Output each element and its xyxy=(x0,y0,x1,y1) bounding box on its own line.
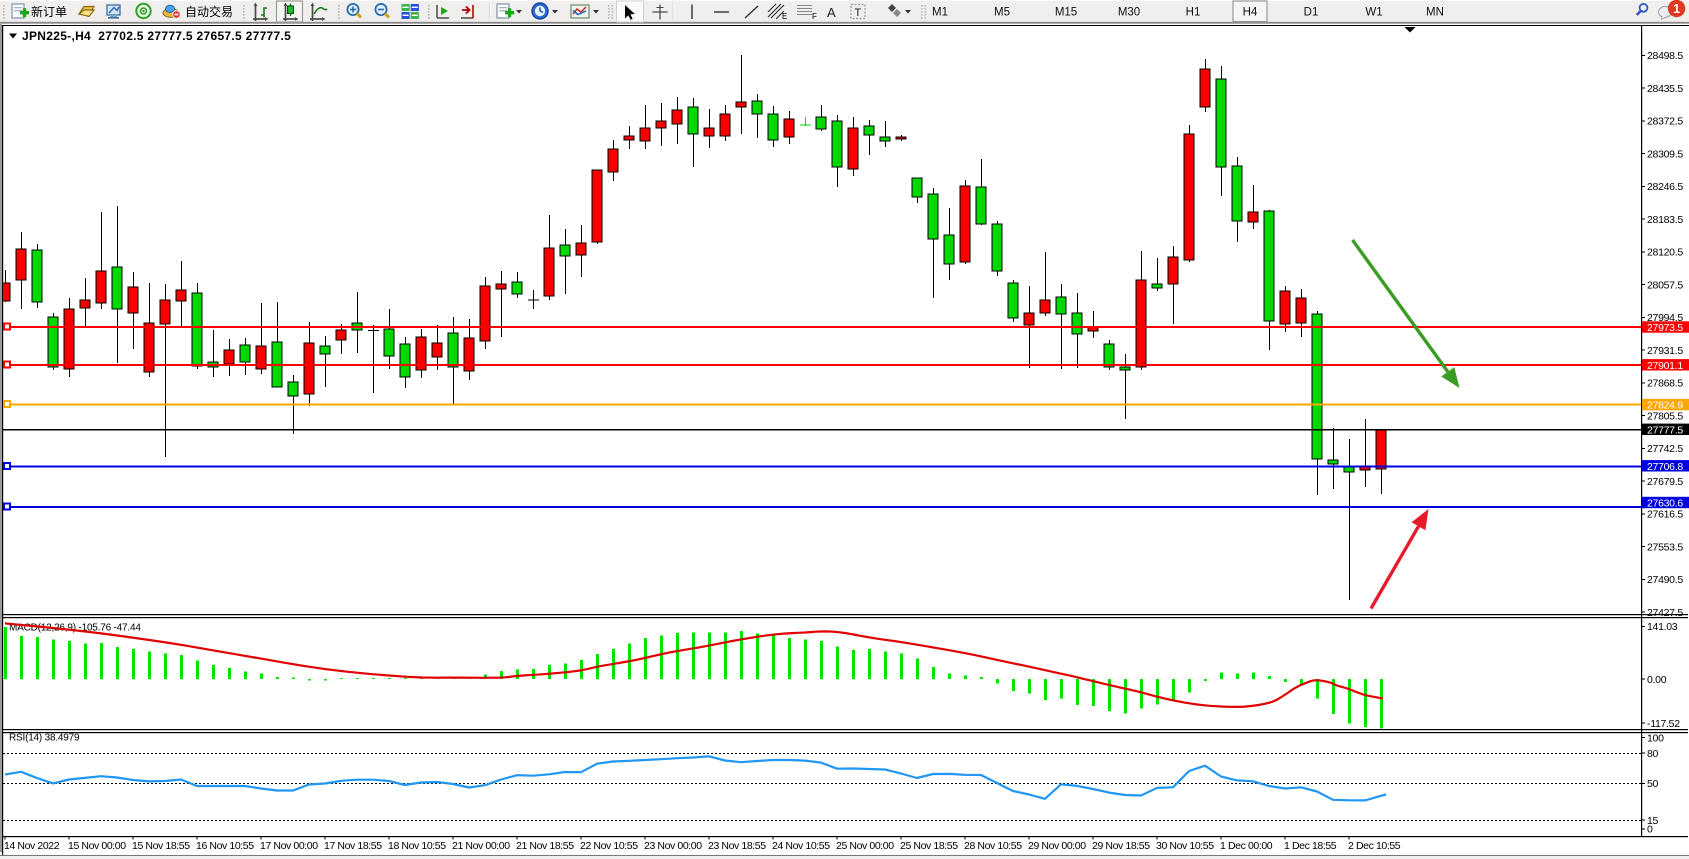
svg-text:29 Nov 18:55: 29 Nov 18:55 xyxy=(1092,840,1150,852)
svg-text:18 Nov 10:55: 18 Nov 10:55 xyxy=(388,840,446,852)
svg-text:16 Nov 10:55: 16 Nov 10:55 xyxy=(196,840,254,852)
svg-text:27973.5: 27973.5 xyxy=(1647,322,1683,334)
svg-text:2 Dec 10:55: 2 Dec 10:55 xyxy=(1348,840,1401,852)
svg-text:M15: M15 xyxy=(1055,7,1077,19)
svg-text:27553.5: 27553.5 xyxy=(1647,541,1683,553)
svg-text:23 Nov 18:55: 23 Nov 18:55 xyxy=(708,840,766,852)
svg-text:28120.5: 28120.5 xyxy=(1647,247,1683,259)
svg-text:MN: MN xyxy=(1426,7,1444,19)
svg-text:27931.5: 27931.5 xyxy=(1647,345,1683,357)
svg-text:27679.5: 27679.5 xyxy=(1647,476,1683,488)
svg-text:29 Nov 00:00: 29 Nov 00:00 xyxy=(1028,840,1086,852)
svg-text:1 Dec 00:00: 1 Dec 00:00 xyxy=(1220,840,1273,852)
svg-text:28498.5: 28498.5 xyxy=(1647,50,1683,62)
svg-text:27616.5: 27616.5 xyxy=(1647,509,1683,521)
svg-text:25 Nov 18:55: 25 Nov 18:55 xyxy=(900,840,958,852)
svg-text:W1: W1 xyxy=(1365,7,1382,19)
svg-text:141.03: 141.03 xyxy=(1647,621,1678,633)
svg-text:自动交易: 自动交易 xyxy=(185,4,233,19)
svg-text:28309.5: 28309.5 xyxy=(1647,149,1683,161)
svg-text:22 Nov 10:55: 22 Nov 10:55 xyxy=(580,840,638,852)
svg-text:28 Nov 10:55: 28 Nov 10:55 xyxy=(964,840,1022,852)
svg-text:27994.5: 27994.5 xyxy=(1647,312,1683,324)
svg-text:RSI(14) 38.4979: RSI(14) 38.4979 xyxy=(9,733,80,744)
svg-text:MACD(12,26,9) -105.76 -47.44: MACD(12,26,9) -105.76 -47.44 xyxy=(9,623,141,634)
svg-text:23 Nov 00:00: 23 Nov 00:00 xyxy=(644,840,702,852)
svg-text:27630.6: 27630.6 xyxy=(1647,498,1683,510)
svg-text:50: 50 xyxy=(1647,778,1659,790)
svg-text:28435.5: 28435.5 xyxy=(1647,83,1683,95)
svg-text:28372.5: 28372.5 xyxy=(1647,116,1683,128)
svg-text:27824.9: 27824.9 xyxy=(1647,400,1683,412)
svg-text:-117.52: -117.52 xyxy=(1647,718,1680,730)
svg-text:E: E xyxy=(782,12,787,21)
svg-text:27805.5: 27805.5 xyxy=(1647,410,1683,422)
svg-text:27901.1: 27901.1 xyxy=(1647,360,1683,372)
svg-text:M5: M5 xyxy=(994,7,1010,19)
svg-text:15 Nov 18:55: 15 Nov 18:55 xyxy=(132,840,190,852)
svg-text:1 Dec 18:55: 1 Dec 18:55 xyxy=(1284,840,1337,852)
svg-text:H1: H1 xyxy=(1186,7,1201,19)
svg-text:14 Nov 2022: 14 Nov 2022 xyxy=(4,840,60,852)
svg-text:27868.5: 27868.5 xyxy=(1647,378,1683,390)
svg-text:1: 1 xyxy=(1673,2,1680,16)
svg-text:27742.5: 27742.5 xyxy=(1647,443,1683,455)
svg-text:27490.5: 27490.5 xyxy=(1647,574,1683,586)
svg-text:21 Nov 00:00: 21 Nov 00:00 xyxy=(452,840,510,852)
svg-text:M30: M30 xyxy=(1118,7,1140,19)
svg-text:27427.5: 27427.5 xyxy=(1647,607,1683,619)
svg-text:D1: D1 xyxy=(1304,7,1319,19)
svg-text:80: 80 xyxy=(1647,748,1659,760)
svg-text:24 Nov 10:55: 24 Nov 10:55 xyxy=(772,840,830,852)
svg-text:M1: M1 xyxy=(932,7,948,19)
svg-text:15: 15 xyxy=(1647,815,1659,827)
svg-text:21 Nov 18:55: 21 Nov 18:55 xyxy=(516,840,574,852)
svg-text:30 Nov 10:55: 30 Nov 10:55 xyxy=(1156,840,1214,852)
svg-text:28246.5: 28246.5 xyxy=(1647,181,1683,193)
svg-text:F: F xyxy=(812,12,817,21)
svg-text:17 Nov 00:00: 17 Nov 00:00 xyxy=(260,840,318,852)
svg-text:JPN225-,H4 27702.5 27777.5 27: JPN225-,H4 27702.5 27777.5 27657.5 27777… xyxy=(22,29,291,43)
svg-text:T: T xyxy=(855,7,862,19)
svg-text:A: A xyxy=(827,5,836,20)
svg-text:15 Nov 00:00: 15 Nov 00:00 xyxy=(68,840,126,852)
svg-text:28183.5: 28183.5 xyxy=(1647,214,1683,226)
svg-text:H4: H4 xyxy=(1243,7,1258,19)
svg-text:100: 100 xyxy=(1647,732,1664,744)
svg-text:28057.5: 28057.5 xyxy=(1647,279,1683,291)
svg-text:25 Nov 00:00: 25 Nov 00:00 xyxy=(836,840,894,852)
svg-text:0: 0 xyxy=(1647,824,1653,836)
svg-text:新订单: 新订单 xyxy=(31,4,67,19)
svg-text:27706.8: 27706.8 xyxy=(1647,461,1683,473)
svg-text:27777.5: 27777.5 xyxy=(1647,424,1683,436)
svg-text:17 Nov 18:55: 17 Nov 18:55 xyxy=(324,840,382,852)
svg-text:0.00: 0.00 xyxy=(1647,674,1667,686)
